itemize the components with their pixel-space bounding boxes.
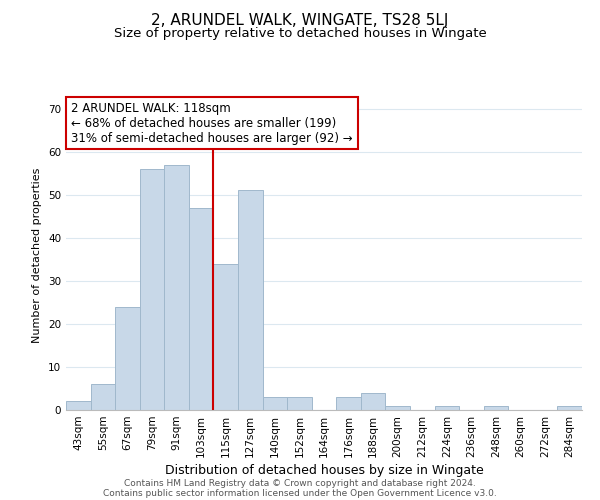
Bar (91, 384, 115, 410)
Bar (484, 406, 508, 410)
Bar (336, 397, 361, 410)
Bar (164, 164, 189, 410)
Bar (557, 406, 582, 410)
Bar (385, 406, 410, 410)
Text: 2, ARUNDEL WALK, WINGATE, TS28 5LJ: 2, ARUNDEL WALK, WINGATE, TS28 5LJ (151, 12, 449, 28)
Bar (140, 169, 164, 410)
Text: Contains public sector information licensed under the Open Government Licence v3: Contains public sector information licen… (103, 488, 497, 498)
Bar (214, 264, 238, 410)
Text: Size of property relative to detached houses in Wingate: Size of property relative to detached ho… (113, 28, 487, 40)
Bar (434, 406, 459, 410)
Text: Contains HM Land Registry data © Crown copyright and database right 2024.: Contains HM Land Registry data © Crown c… (124, 478, 476, 488)
Y-axis label: Number of detached properties: Number of detached properties (32, 168, 43, 342)
Bar (115, 306, 140, 410)
Bar (263, 397, 287, 410)
Bar (189, 208, 214, 410)
Text: 2 ARUNDEL WALK: 118sqm
← 68% of detached houses are smaller (199)
31% of semi-de: 2 ARUNDEL WALK: 118sqm ← 68% of detached… (71, 102, 353, 144)
Bar (66, 402, 91, 410)
Bar (361, 393, 385, 410)
X-axis label: Distribution of detached houses by size in Wingate: Distribution of detached houses by size … (164, 464, 484, 477)
Bar (287, 397, 312, 410)
Bar (238, 190, 263, 410)
